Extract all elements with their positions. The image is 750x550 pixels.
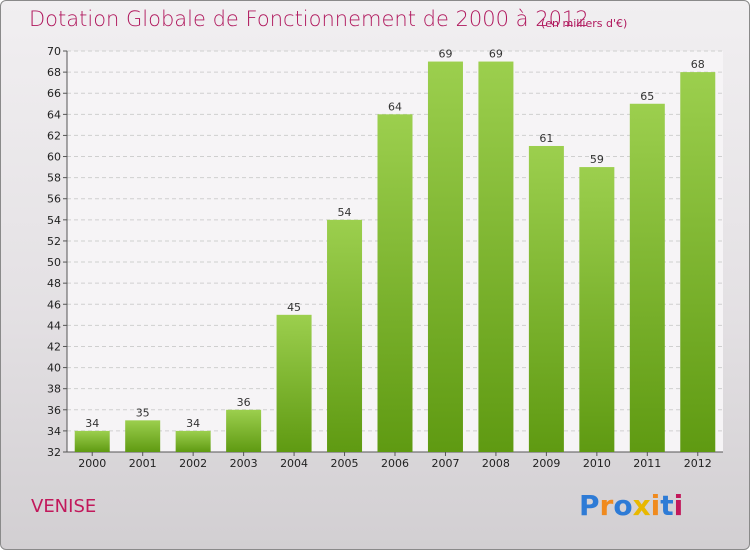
logo-letter: o — [613, 489, 633, 522]
y-tick-label: 58 — [47, 172, 61, 185]
bar-value-label: 64 — [388, 100, 402, 113]
x-tick-label: 2001 — [129, 457, 157, 470]
bar — [276, 314, 312, 452]
bar-value-label: 59 — [590, 153, 604, 166]
logo-letter: P — [579, 489, 600, 522]
bar — [175, 430, 211, 452]
bar-value-label: 34 — [85, 417, 99, 430]
bar — [125, 420, 161, 452]
bar-value-label: 68 — [691, 58, 705, 71]
y-tick-label: 36 — [47, 404, 61, 417]
x-tick-label: 2006 — [381, 457, 409, 470]
bar-value-label: 35 — [136, 406, 150, 419]
y-tick-label: 42 — [47, 340, 61, 353]
bar-value-label: 54 — [338, 206, 352, 219]
y-tick-label: 62 — [47, 129, 61, 142]
x-tick-label: 2004 — [280, 457, 308, 470]
x-tick-label: 2010 — [583, 457, 611, 470]
y-tick-label: 34 — [47, 425, 61, 438]
bar-value-label: 36 — [237, 396, 251, 409]
bar — [327, 219, 363, 452]
bar — [579, 167, 615, 452]
y-tick-label: 44 — [47, 319, 61, 332]
logo-letter: r — [599, 489, 614, 522]
bar — [377, 114, 413, 452]
bar-value-label: 45 — [287, 301, 301, 314]
x-tick-label: 2000 — [78, 457, 106, 470]
x-tick-label: 2007 — [431, 457, 459, 470]
bar-value-label: 69 — [489, 48, 503, 61]
y-tick-label: 56 — [47, 193, 61, 206]
bar — [528, 145, 564, 452]
bar — [74, 430, 110, 452]
x-tick-label: 2002 — [179, 457, 207, 470]
y-tick-label: 32 — [47, 446, 61, 459]
bar-value-label: 69 — [438, 48, 452, 61]
logo-letter: i — [650, 489, 661, 522]
bar — [427, 61, 463, 452]
proxiti-logo[interactable]: Proxiti — [579, 489, 683, 522]
bar-value-label: 61 — [539, 132, 553, 145]
x-tick-label: 2011 — [633, 457, 661, 470]
bar — [680, 72, 716, 453]
y-tick-label: 48 — [47, 277, 61, 290]
chart-subtitle: (en milliers d'€) — [541, 17, 628, 30]
y-tick-label: 46 — [47, 298, 61, 311]
y-tick-label: 54 — [47, 214, 61, 227]
y-tick-label: 38 — [47, 383, 61, 396]
y-tick-label: 60 — [47, 151, 61, 164]
x-tick-label: 2008 — [482, 457, 510, 470]
y-tick-label: 40 — [47, 362, 61, 375]
y-tick-label: 68 — [47, 66, 61, 79]
y-tick-label: 50 — [47, 256, 61, 269]
bar — [226, 409, 262, 452]
x-tick-label: 2009 — [532, 457, 560, 470]
y-tick-label: 70 — [47, 45, 61, 58]
bar — [629, 103, 665, 453]
y-tick-label: 52 — [47, 235, 61, 248]
logo-letter: i — [673, 489, 684, 522]
bar-value-label: 34 — [186, 417, 200, 430]
bar — [478, 61, 514, 452]
y-tick-label: 64 — [47, 108, 61, 121]
chart-title: Dotation Globale de Fonctionnement de 20… — [29, 7, 589, 31]
x-tick-label: 2012 — [684, 457, 712, 470]
x-tick-label: 2003 — [230, 457, 258, 470]
logo-letter: t — [660, 489, 674, 522]
bar-value-label: 65 — [640, 90, 654, 103]
commune-name: VENISE — [31, 496, 97, 517]
y-tick-label: 66 — [47, 87, 61, 100]
x-tick-label: 2005 — [331, 457, 359, 470]
logo-letter: x — [632, 489, 651, 522]
